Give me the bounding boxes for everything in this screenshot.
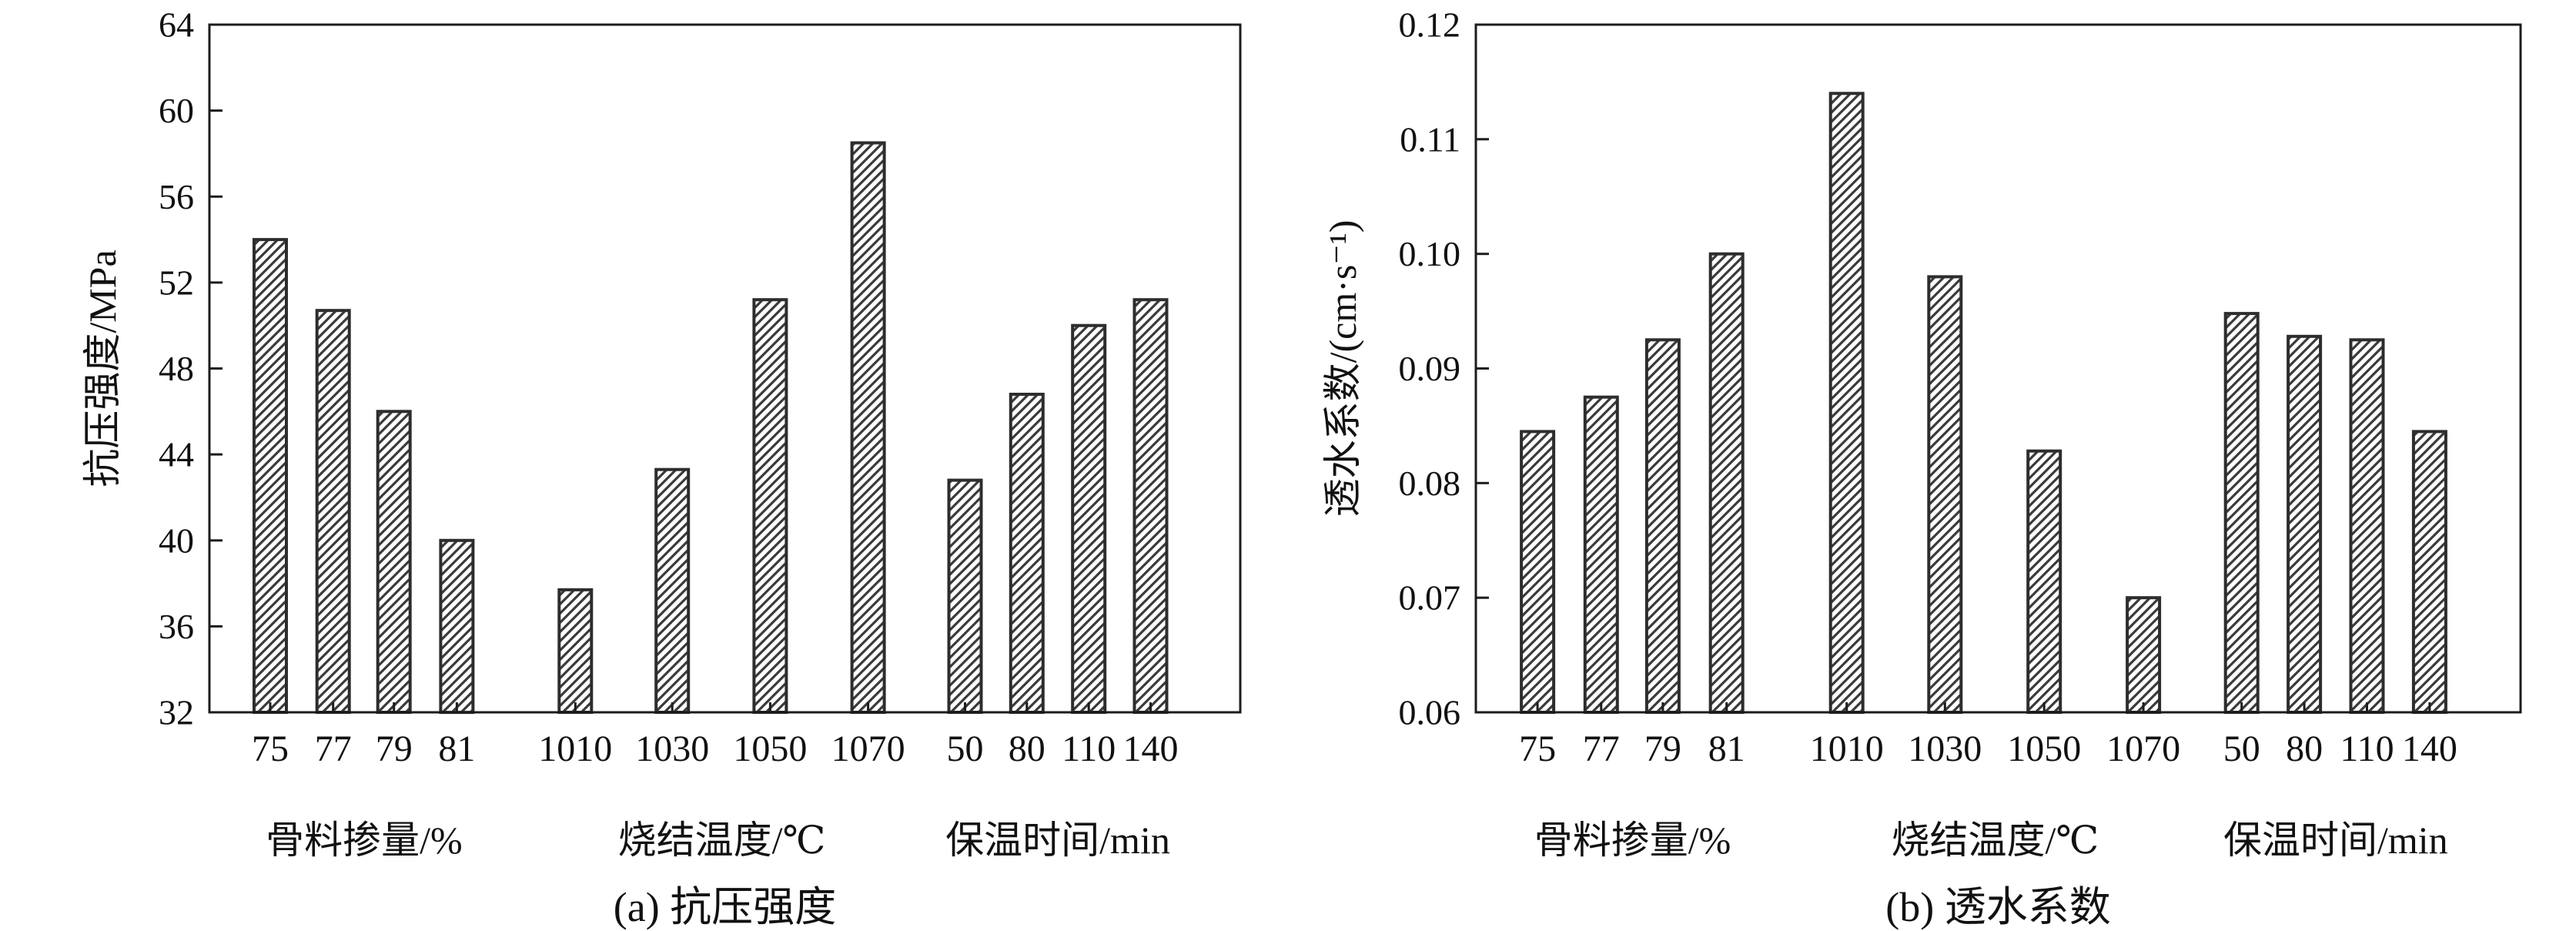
bar-1050 (2026, 449, 2062, 714)
y-tick-label: 64 (159, 5, 194, 45)
bar-77 (315, 309, 351, 714)
group-label: 保温时间/min (2223, 819, 2448, 862)
bar-75 (253, 238, 288, 715)
chart-caption: (b) 透水系数 (1885, 884, 2110, 930)
group-label: 烧结温度/℃ (1891, 819, 2099, 862)
bar-80 (1009, 393, 1045, 714)
bar-110 (2349, 338, 2385, 714)
bar-79 (1644, 338, 1681, 714)
bar-1050 (752, 298, 788, 714)
bar-140 (1132, 298, 1169, 714)
y-tick-label: 48 (159, 349, 194, 388)
x-tick-label: 75 (1519, 728, 1556, 769)
chart-caption: (a) 抗压强度 (614, 884, 836, 930)
bar-1010 (557, 588, 594, 715)
x-tick-label: 50 (947, 728, 984, 769)
bar-1030 (1927, 275, 1963, 714)
y-tick-label: 56 (159, 177, 194, 216)
group-label: 保温时间/min (945, 819, 1170, 862)
bar-1070 (850, 141, 886, 714)
y-tick-label: 40 (159, 521, 194, 560)
chart-b-permeability-coefficient: 0.06 0.07 0.08 0.09 0.10 0.11 0.12 75 77 79 81 1010… (1288, 0, 2576, 931)
x-tick-label: 1030 (1908, 728, 1982, 769)
x-tick-label: 1010 (1810, 728, 1884, 769)
bar-50 (947, 478, 983, 714)
y-tick-label: 32 (159, 693, 194, 732)
bar-110 (1071, 323, 1107, 714)
y-tick-label: 0.11 (1400, 119, 1460, 159)
group-label: 骨料掺量/% (1534, 819, 1731, 862)
bar-81 (439, 538, 475, 715)
y-tick-label: 0.07 (1399, 578, 1461, 618)
x-tick-label: 81 (1708, 728, 1745, 769)
y-tick-label: 0.12 (1399, 5, 1461, 45)
bar-81 (1708, 252, 1745, 714)
x-tick-label: 140 (1123, 728, 1179, 769)
y-axis-label: 抗压强度/MPa (81, 249, 124, 487)
bar-chart-compressive-strength: 32 36 40 44 48 52 56 60 64 75 77 79 81 1010 1030 1050 10… (81, 5, 1242, 930)
y-tick-label: 0.09 (1399, 349, 1461, 388)
x-tick-label: 80 (2286, 728, 2323, 769)
x-tick-label: 1050 (2007, 728, 2081, 769)
y-tick-label: 60 (159, 91, 194, 130)
y-tick-label: 0.06 (1399, 693, 1461, 732)
x-tick-label: 79 (1644, 728, 1681, 769)
x-tick-label: 110 (2340, 728, 2394, 769)
x-tick-label: 80 (1009, 728, 1045, 769)
y-tick-label: 0.08 (1399, 464, 1461, 503)
bar-79 (376, 410, 412, 714)
x-tick-label: 77 (1583, 728, 1620, 769)
bar-chart-permeability-coefficient: 0.06 0.07 0.08 0.09 0.10 0.11 0.12 75 77 79 81 1010… (1321, 5, 2522, 930)
x-tick-label: 1070 (2106, 728, 2180, 769)
bar-1070 (2126, 596, 2162, 715)
y-tick-label: 52 (159, 263, 194, 302)
x-tick-label: 1070 (831, 728, 905, 769)
group-label: 烧结温度/℃ (618, 819, 826, 862)
y-tick-label: 44 (159, 435, 194, 474)
plot-box (208, 23, 1242, 714)
x-tick-label: 50 (2223, 728, 2260, 769)
x-tick-label: 140 (2402, 728, 2457, 769)
x-tick-label: 81 (438, 728, 475, 769)
chart-a-compressive-strength: 32 36 40 44 48 52 56 60 64 75 77 79 81 1010 1030 1050 10… (81, 5, 1242, 930)
group-label: 骨料掺量/% (266, 819, 463, 862)
bar-80 (2287, 334, 2323, 714)
bar-50 (2223, 312, 2260, 715)
y-tick-label: 36 (159, 607, 194, 646)
plot-box (1474, 23, 2522, 714)
x-tick-label: 1030 (635, 728, 709, 769)
bar-75 (1520, 430, 1556, 715)
y-axis-label: 透水系数/(cm·s⁻¹) (1321, 220, 1364, 517)
x-tick-label: 1050 (733, 728, 807, 769)
bar-1010 (1828, 92, 1865, 715)
bar-140 (2411, 430, 2447, 715)
x-tick-label: 1010 (538, 728, 612, 769)
bar-1030 (654, 467, 691, 714)
x-tick-label: 79 (376, 728, 413, 769)
y-tick-label: 0.10 (1399, 234, 1461, 273)
x-tick-label: 77 (315, 728, 352, 769)
x-tick-label: 75 (252, 728, 289, 769)
x-tick-label: 110 (1062, 728, 1116, 769)
bar-77 (1583, 395, 1619, 714)
